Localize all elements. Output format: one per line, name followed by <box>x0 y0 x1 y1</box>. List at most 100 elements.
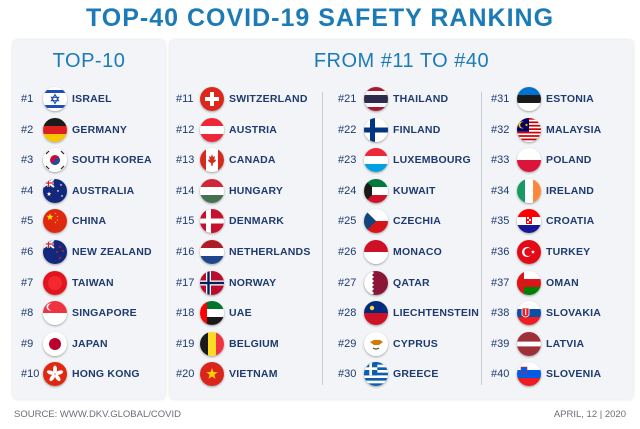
top-10-heading: TOP-10 <box>52 50 126 72</box>
country-name: CROATIA <box>546 215 595 228</box>
monaco-flag-icon <box>364 240 388 264</box>
country-name: AUSTRALIA <box>72 184 135 197</box>
rank-number: #25 <box>338 215 357 228</box>
ranking-row: #6 NEW ZEALAND <box>21 238 152 266</box>
rank-number: #23 <box>338 154 357 167</box>
page-title: TOP-40 COVID-19 SAFETY RANKING <box>85 4 555 32</box>
ranking-row: #19 BELGIUM <box>176 330 279 358</box>
country-name: CANADA <box>229 154 276 167</box>
ireland-flag-icon <box>517 178 541 203</box>
ranking-row: #1 ISRAEL <box>21 85 112 113</box>
poland-flag-icon <box>517 148 541 173</box>
ranking-row: #22 FINLAND <box>338 116 440 144</box>
rank-number: #27 <box>338 276 357 289</box>
ranking-row: #2 GERMANY <box>21 116 127 144</box>
croatia-flag-icon <box>517 209 541 234</box>
china-flag-icon <box>43 209 67 234</box>
taiwan-flag-icon <box>43 270 67 295</box>
rank-number: #5 <box>21 215 34 228</box>
ranking-row: #4 AUSTRALIA <box>21 177 134 205</box>
australia-flag-icon <box>43 178 67 203</box>
ranking-row: #35 CROATIA <box>491 207 594 235</box>
country-name: SWITZERLAND <box>229 93 308 105</box>
ranking-row: #29 CYPRUS <box>338 330 438 358</box>
new-zealand-flag-icon <box>43 240 67 264</box>
ranking-row: #28 LIECHTENSTEIN <box>338 299 479 327</box>
ranking-row: #40 SLOVENIA <box>491 360 601 388</box>
ranking-row: #24 KUWAIT <box>338 177 436 205</box>
country-name: BELGIUM <box>229 337 279 350</box>
country-name: CHINA <box>72 215 107 228</box>
denmark-flag-icon <box>200 209 224 234</box>
ranking-row: #27 QATAR <box>338 269 430 297</box>
ranking-row: #36 TURKEY <box>491 238 590 266</box>
country-name: NETHERLANDS <box>229 246 311 258</box>
country-name: POLAND <box>546 154 592 167</box>
rank-number: #32 <box>491 123 510 136</box>
ranking-row: #15 DENMARK <box>176 207 284 235</box>
israel-flag-icon <box>43 87 67 111</box>
country-name: GERMANY <box>72 123 128 136</box>
hungary-flag-icon <box>200 178 224 203</box>
rank-number: #4 <box>21 184 34 197</box>
country-name: KUWAIT <box>393 184 436 197</box>
country-name: SLOVENIA <box>546 368 602 381</box>
country-name: CZECHIA <box>393 215 442 228</box>
ranking-row: #33 POLAND <box>491 146 592 174</box>
country-name: LATVIA <box>546 337 585 350</box>
rank-number: #19 <box>176 337 195 350</box>
rank-number: #9 <box>21 337 34 350</box>
rank-number: #36 <box>491 246 510 258</box>
country-name: HONG KONG <box>72 368 140 381</box>
country-name: FINLAND <box>393 123 441 136</box>
latvia-flag-icon <box>517 331 541 356</box>
country-name: SINGAPORE <box>72 307 137 320</box>
rank-number: #39 <box>491 337 510 350</box>
country-name: SOUTH KOREA <box>72 154 152 167</box>
column-divider <box>322 92 323 385</box>
rank-number: #22 <box>338 123 357 136</box>
rank-11-40-heading: FROM #11 TO #40 <box>313 50 490 72</box>
hong-kong-flag-icon <box>43 362 67 387</box>
country-name: IRELAND <box>546 184 595 197</box>
ranking-row: #30 GREECE <box>338 360 439 388</box>
ranking-row: #7 TAIWAN <box>21 269 114 297</box>
rank-number: #12 <box>176 123 195 136</box>
vietnam-flag-icon <box>200 362 224 387</box>
rank-number: #33 <box>491 154 510 167</box>
country-name: MALAYSIA <box>546 123 602 136</box>
south-korea-flag-icon <box>43 148 67 173</box>
luxembourg-flag-icon <box>364 148 388 173</box>
singapore-flag-icon <box>43 301 67 326</box>
country-name: VIETNAM <box>229 368 278 381</box>
ranking-row: #13 CANADA <box>176 146 276 174</box>
ranking-row: #16 NETHERLANDS <box>176 238 311 266</box>
estonia-flag-icon <box>517 87 541 111</box>
ranking-row: #31 ESTONIA <box>491 85 594 113</box>
country-name: OMAN <box>546 276 579 289</box>
rank-number: #20 <box>176 368 195 381</box>
country-name: UAE <box>229 307 252 320</box>
norway-flag-icon <box>200 270 224 295</box>
ranking-row: #18 UAE <box>176 299 252 327</box>
rank-number: #17 <box>176 276 195 289</box>
netherlands-flag-icon <box>200 240 224 264</box>
rank-number: #40 <box>491 368 510 381</box>
ranking-row: #3 SOUTH KOREA <box>21 146 152 174</box>
country-name: ISRAEL <box>72 93 112 105</box>
rank-number: #7 <box>21 276 34 289</box>
column-divider <box>481 92 482 385</box>
thailand-flag-icon <box>364 87 388 111</box>
kuwait-flag-icon <box>364 178 388 203</box>
germany-flag-icon <box>43 117 67 142</box>
ranking-row: #9 JAPAN <box>21 330 108 358</box>
rank-number: #16 <box>176 246 195 258</box>
ranking-row: #23 LUXEMBOURG <box>338 146 471 174</box>
rank-number: #30 <box>338 368 357 381</box>
country-name: NEW ZEALAND <box>72 246 152 258</box>
oman-flag-icon <box>517 270 541 295</box>
japan-flag-icon <box>43 331 67 356</box>
date-note: APRIL, 12 | 2020 <box>553 409 626 420</box>
country-name: JAPAN <box>72 337 108 350</box>
ranking-row: #11 SWITZERLAND <box>176 85 308 113</box>
